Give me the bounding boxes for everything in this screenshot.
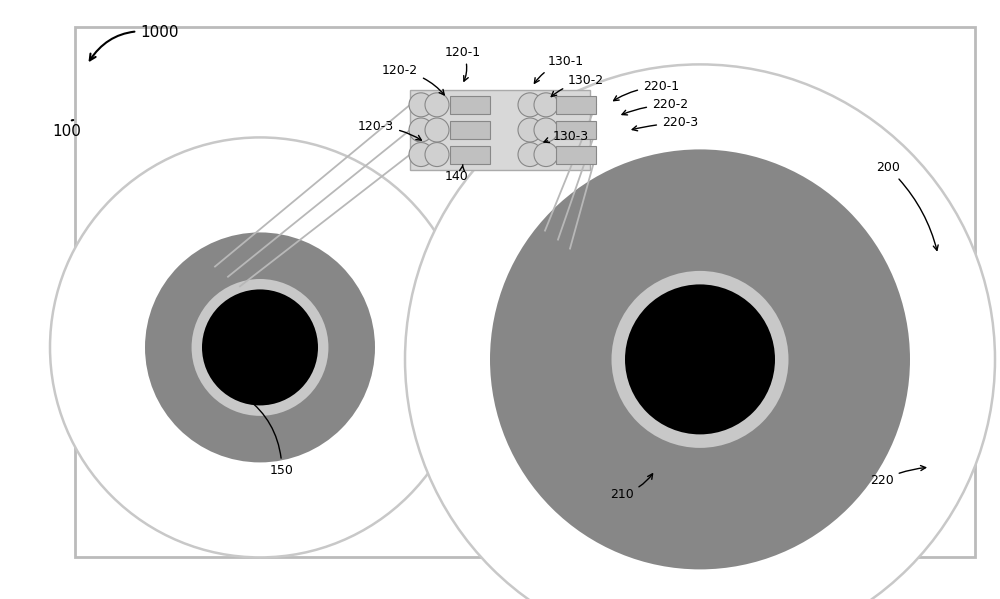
Ellipse shape	[145, 232, 375, 462]
Bar	[75, 27, 975, 557]
Ellipse shape	[518, 93, 542, 117]
Text: 150: 150	[246, 398, 294, 477]
Text: 140: 140	[445, 165, 469, 183]
Ellipse shape	[409, 118, 433, 142]
Text: 200: 200	[876, 161, 938, 250]
Ellipse shape	[534, 93, 558, 117]
Ellipse shape	[518, 118, 542, 142]
Ellipse shape	[405, 65, 995, 599]
Ellipse shape	[425, 118, 449, 142]
Bar	[450, 96, 490, 114]
Ellipse shape	[425, 93, 449, 117]
Text: 220-3: 220-3	[632, 116, 698, 131]
Ellipse shape	[490, 149, 910, 570]
Ellipse shape	[202, 289, 318, 406]
Ellipse shape	[425, 143, 449, 167]
Text: 1000: 1000	[90, 25, 178, 60]
Ellipse shape	[50, 137, 470, 558]
Text: 210: 210	[610, 474, 653, 501]
Ellipse shape	[409, 143, 433, 167]
Ellipse shape	[409, 93, 433, 117]
Bar	[556, 146, 596, 164]
Ellipse shape	[534, 118, 558, 142]
Text: 220: 220	[870, 465, 926, 487]
Bar	[556, 121, 596, 139]
Ellipse shape	[192, 279, 328, 416]
Bar	[450, 146, 490, 164]
Text: 130-1: 130-1	[534, 55, 584, 83]
Text: 220-2: 220-2	[622, 98, 688, 115]
Text: 120-1: 120-1	[445, 46, 481, 81]
Ellipse shape	[612, 271, 788, 448]
Bar	[556, 96, 596, 114]
Ellipse shape	[534, 143, 558, 167]
Bar	[410, 90, 590, 170]
Ellipse shape	[518, 143, 542, 167]
Ellipse shape	[625, 285, 775, 434]
Text: 100: 100	[52, 120, 81, 140]
Text: 120-2: 120-2	[382, 64, 444, 95]
Text: 120-3: 120-3	[358, 120, 421, 140]
Bar	[450, 121, 490, 139]
Text: 130-3: 130-3	[544, 130, 589, 143]
Text: 130-2: 130-2	[551, 74, 604, 96]
Text: 220-1: 220-1	[614, 80, 679, 101]
